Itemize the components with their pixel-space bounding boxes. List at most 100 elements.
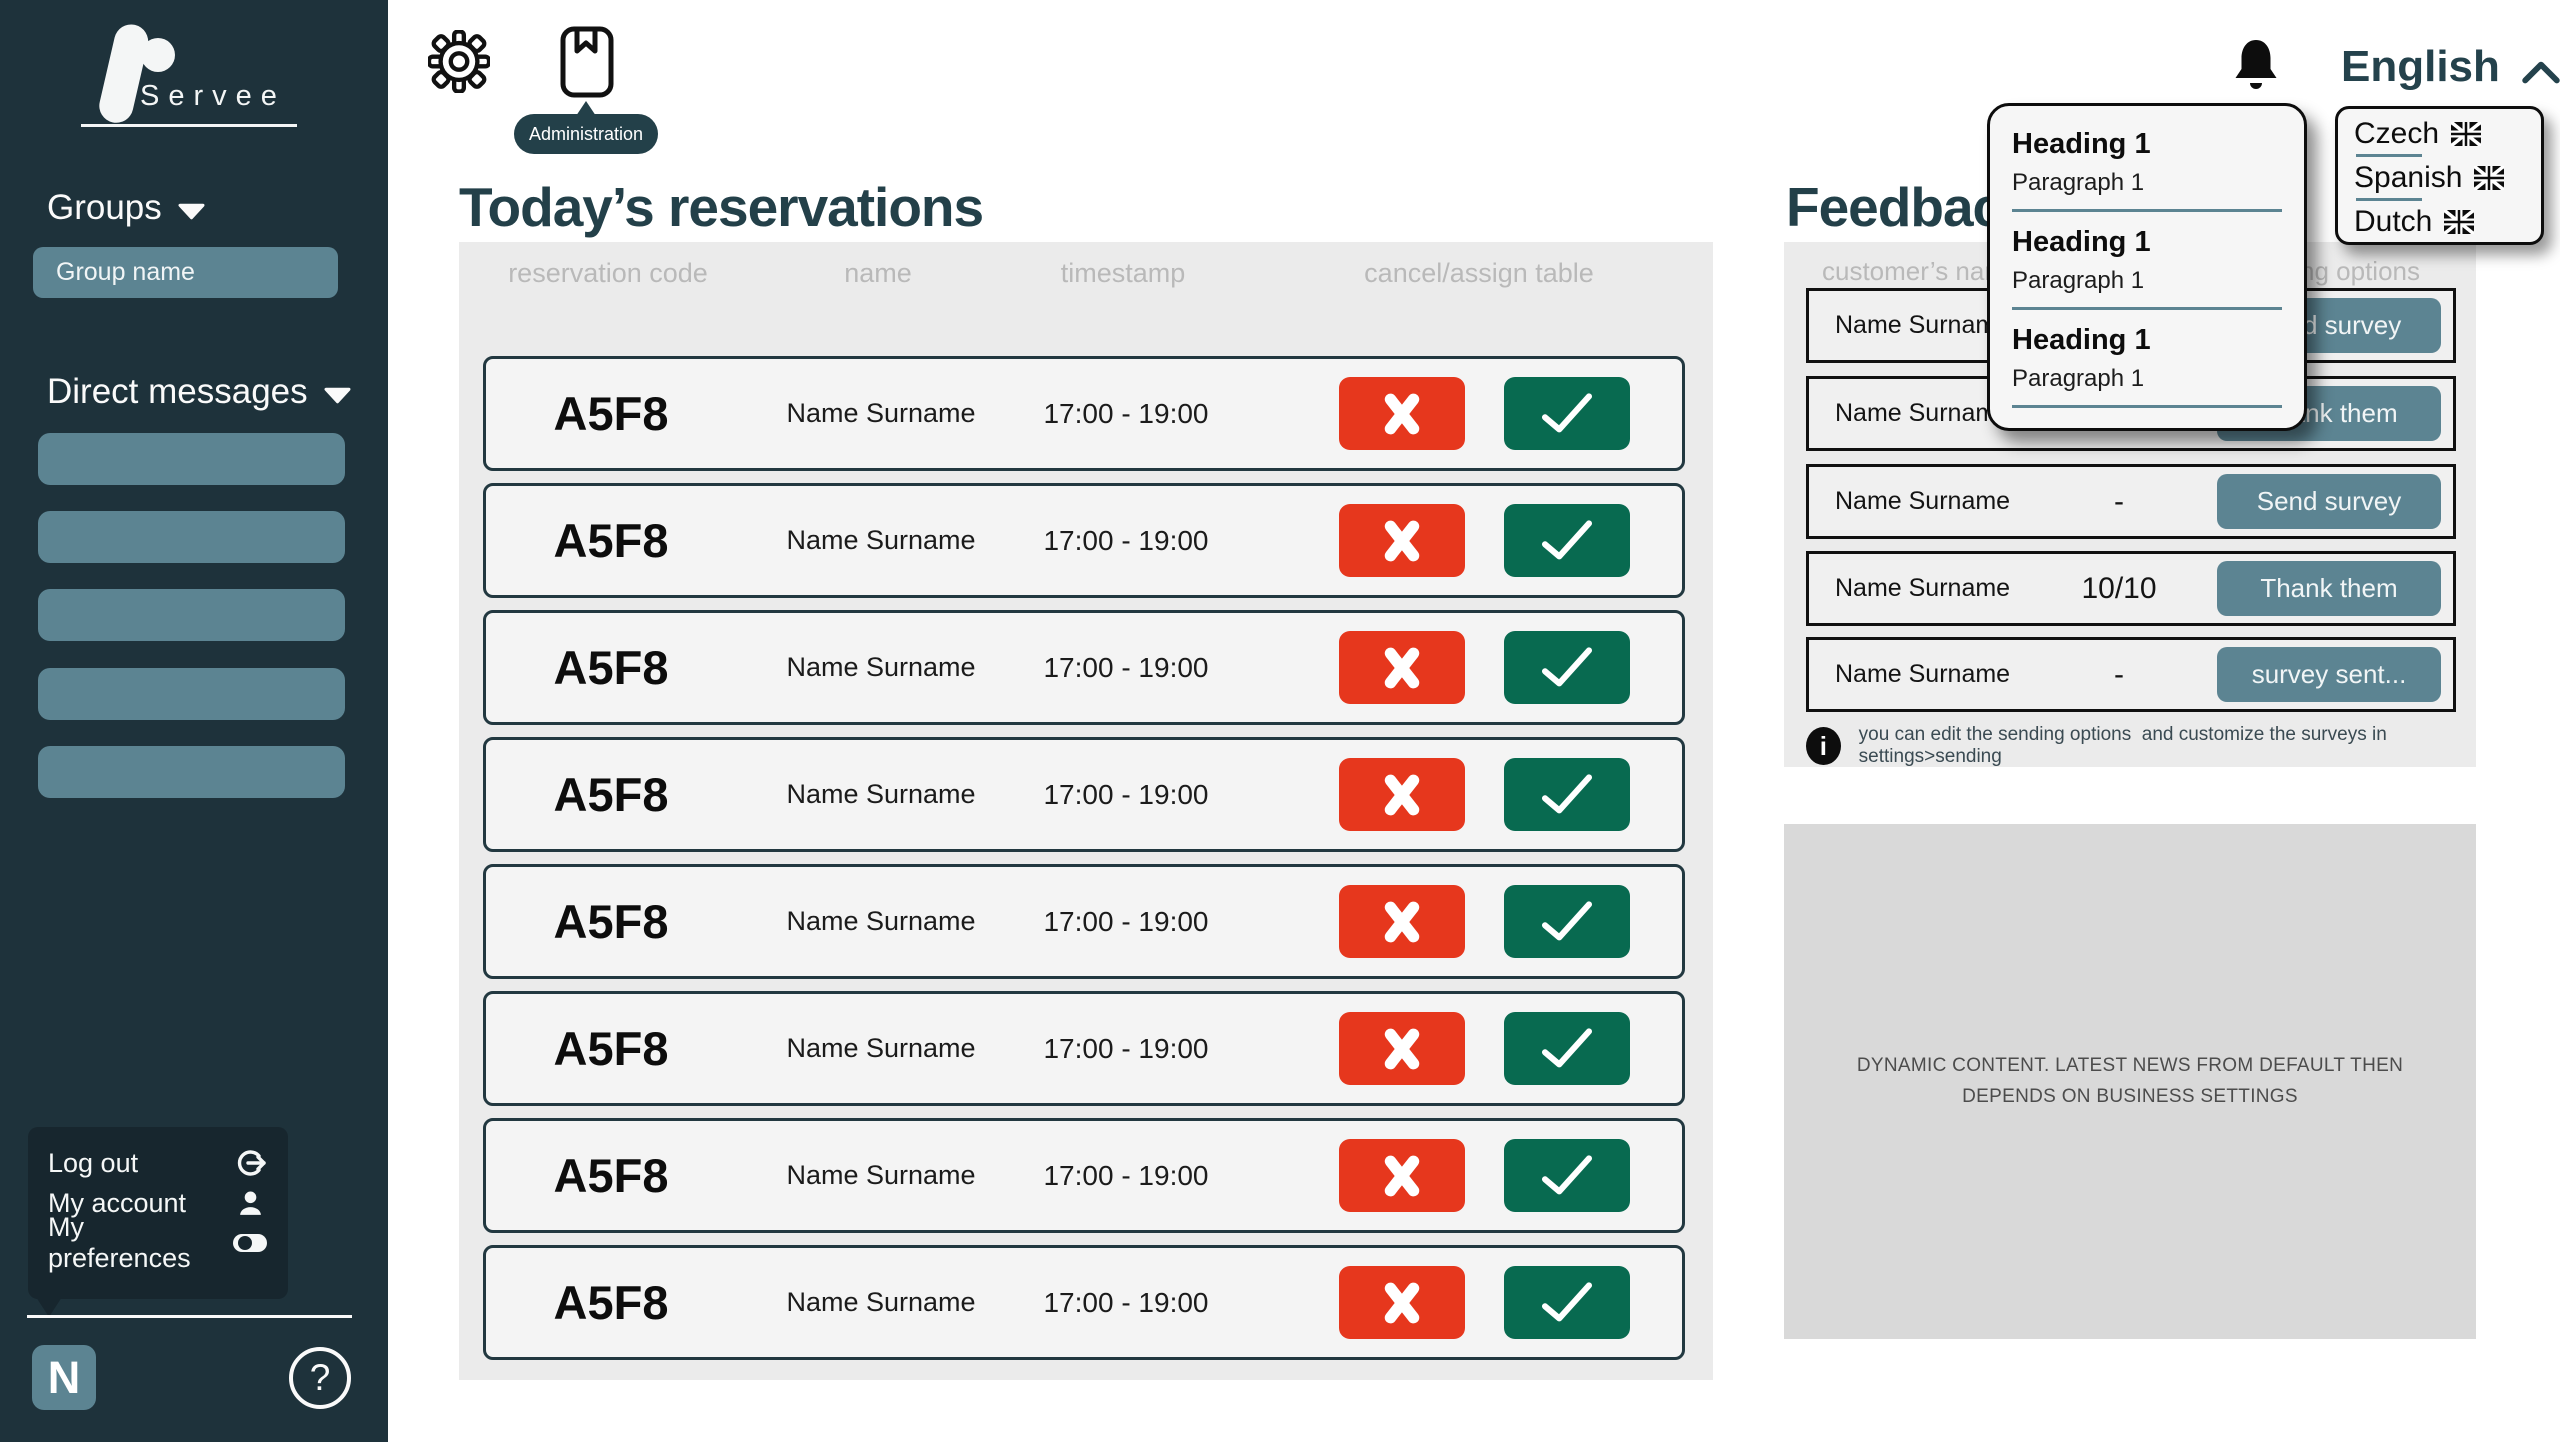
notification-item[interactable]: Heading 1 Paragraph 1 bbox=[2012, 226, 2282, 310]
reservations-title: Today’s reservations bbox=[459, 176, 984, 238]
reservation-name: Name Surname bbox=[786, 398, 976, 428]
settings-gear-icon[interactable] bbox=[428, 30, 490, 93]
assign-table-button[interactable] bbox=[1504, 758, 1630, 831]
customer-name: Name Surname bbox=[1835, 311, 2011, 339]
language-option-dutch[interactable]: Dutch bbox=[2354, 203, 2541, 240]
direct-message-item[interactable] bbox=[38, 589, 345, 641]
divider bbox=[2356, 198, 2422, 201]
assign-table-button[interactable] bbox=[1504, 504, 1630, 577]
menu-item-my-account[interactable]: My account bbox=[48, 1183, 268, 1223]
customer-name: Name Surname bbox=[1835, 399, 2011, 427]
x-icon bbox=[1384, 520, 1420, 561]
reservation-name: Name Surname bbox=[786, 652, 976, 682]
notification-heading: Heading 1 bbox=[2012, 128, 2151, 160]
cancel-reservation-button[interactable] bbox=[1339, 377, 1465, 450]
reservation-row: A5F8 Name Surname 17:00 - 19:00 bbox=[483, 1118, 1685, 1233]
reservation-name: Name Surname bbox=[786, 525, 976, 555]
reservation-timestamp: 17:00 - 19:00 bbox=[1043, 524, 1209, 556]
cancel-reservation-button[interactable] bbox=[1339, 1266, 1465, 1339]
language-selector[interactable]: English bbox=[2341, 42, 2560, 92]
divider bbox=[2356, 154, 2422, 157]
help-button[interactable]: ? bbox=[289, 1347, 351, 1409]
language-option-label: Dutch bbox=[2354, 204, 2433, 238]
thank-them-button[interactable]: Thank them bbox=[2217, 561, 2441, 616]
toggle-icon[interactable] bbox=[232, 1228, 268, 1258]
assign-table-button[interactable] bbox=[1504, 631, 1630, 704]
customer-rating: 10/10 bbox=[2081, 571, 2157, 605]
cancel-reservation-button[interactable] bbox=[1339, 885, 1465, 958]
reservation-row: A5F8 Name Surname 17:00 - 19:00 bbox=[483, 864, 1685, 979]
reservation-row: A5F8 Name Surname 17:00 - 19:00 bbox=[483, 610, 1685, 725]
cancel-reservation-button[interactable] bbox=[1339, 1139, 1465, 1212]
direct-message-item[interactable] bbox=[38, 433, 345, 485]
info-text: you can edit the sending options and cus… bbox=[1858, 724, 2393, 767]
administration-tooltip: Administration bbox=[514, 114, 658, 154]
notification-item[interactable]: Heading 1 Paragraph 1 bbox=[2012, 128, 2282, 212]
reservation-name: Name Surname bbox=[786, 1033, 976, 1063]
menu-item-logout[interactable]: Log out bbox=[48, 1143, 268, 1183]
reservation-row: A5F8 Name Surname 17:00 - 19:00 bbox=[483, 483, 1685, 598]
feedback-row: Name Surname - survey sent... bbox=[1806, 637, 2456, 712]
reservation-code: A5F8 bbox=[553, 1276, 669, 1329]
menu-item-my-preferences[interactable]: My preferences bbox=[48, 1212, 268, 1273]
send-survey-button[interactable]: Send survey bbox=[2217, 474, 2441, 529]
language-option-spanish[interactable]: Spanish bbox=[2354, 159, 2541, 196]
group-name-button[interactable]: Group name bbox=[33, 247, 338, 298]
user-avatar[interactable]: N bbox=[32, 1345, 96, 1410]
reservation-code: A5F8 bbox=[553, 641, 669, 694]
feedback-info-note: i you can edit the sending options and c… bbox=[1806, 724, 2476, 768]
dynamic-content-text: DYNAMIC CONTENT. LATEST NEWS FROM DEFAUL… bbox=[1856, 1055, 2404, 1107]
customer-name: Name Surname bbox=[1835, 574, 2011, 602]
language-dropdown: Czech Spanish Dutch bbox=[2335, 106, 2544, 245]
servee-logo-icon bbox=[99, 24, 175, 123]
flag-gb-icon bbox=[2451, 121, 2482, 146]
direct-messages-section-header[interactable]: Direct messages bbox=[47, 372, 351, 412]
notifications-bell-icon[interactable] bbox=[2232, 37, 2280, 94]
customer-rating: - bbox=[2114, 484, 2124, 518]
groups-section-header[interactable]: Groups bbox=[47, 188, 205, 228]
assign-table-button[interactable] bbox=[1504, 1139, 1630, 1212]
check-icon bbox=[1541, 646, 1593, 686]
x-icon bbox=[1384, 647, 1420, 688]
cancel-reservation-button[interactable] bbox=[1339, 504, 1465, 577]
direct-message-item[interactable] bbox=[38, 511, 345, 563]
language-option-label: Spanish bbox=[2354, 160, 2463, 194]
reservation-row: A5F8 Name Surname 17:00 - 19:00 bbox=[483, 991, 1685, 1106]
reservation-code: A5F8 bbox=[553, 1149, 669, 1202]
reservations-panel: reservation code name timestamp cancel/a… bbox=[459, 242, 1713, 1380]
cancel-reservation-button[interactable] bbox=[1339, 758, 1465, 831]
direct-message-item[interactable] bbox=[38, 668, 345, 720]
direct-messages-label: Direct messages bbox=[47, 372, 308, 411]
customer-name: Name Surname bbox=[1835, 487, 2011, 515]
customer-name: Name Surname bbox=[1835, 660, 2011, 688]
check-icon bbox=[1541, 773, 1593, 813]
x-icon bbox=[1384, 901, 1420, 942]
feedback-row: Name Surname - Send survey bbox=[1806, 464, 2456, 539]
logout-icon bbox=[232, 1148, 268, 1178]
sidebar: Servee Groups Group name Direct messages… bbox=[0, 0, 388, 1442]
logo-wordmark: Servee bbox=[140, 80, 286, 112]
administration-book-icon[interactable] bbox=[560, 26, 614, 98]
reservation-timestamp: 17:00 - 19:00 bbox=[1043, 1159, 1209, 1191]
reservation-code: A5F8 bbox=[553, 768, 669, 821]
flag-gb-icon bbox=[2474, 165, 2505, 190]
survey-sent-button[interactable]: survey sent... bbox=[2217, 647, 2441, 702]
cancel-reservation-button[interactable] bbox=[1339, 631, 1465, 704]
direct-message-item[interactable] bbox=[38, 746, 345, 798]
divider bbox=[2012, 307, 2282, 310]
notification-item[interactable]: Heading 1 Paragraph 1 bbox=[2012, 324, 2282, 408]
dynamic-content-box: DYNAMIC CONTENT. LATEST NEWS FROM DEFAUL… bbox=[1784, 824, 2476, 1339]
check-icon bbox=[1541, 519, 1593, 559]
assign-table-button[interactable] bbox=[1504, 1266, 1630, 1339]
reservation-timestamp: 17:00 - 19:00 bbox=[1043, 905, 1209, 937]
assign-table-button[interactable] bbox=[1504, 377, 1630, 450]
assign-table-button[interactable] bbox=[1504, 885, 1630, 958]
reservation-row: A5F8 Name Surname 17:00 - 19:00 bbox=[483, 1245, 1685, 1360]
user-menu-popup: Log out My account bbox=[28, 1127, 288, 1299]
chevron-down-icon bbox=[324, 387, 351, 403]
reservation-code: A5F8 bbox=[553, 1022, 669, 1075]
reservation-row: A5F8 Name Surname 17:00 - 19:00 bbox=[483, 356, 1685, 471]
assign-table-button[interactable] bbox=[1504, 1012, 1630, 1085]
cancel-reservation-button[interactable] bbox=[1339, 1012, 1465, 1085]
language-option-czech[interactable]: Czech bbox=[2354, 115, 2541, 152]
